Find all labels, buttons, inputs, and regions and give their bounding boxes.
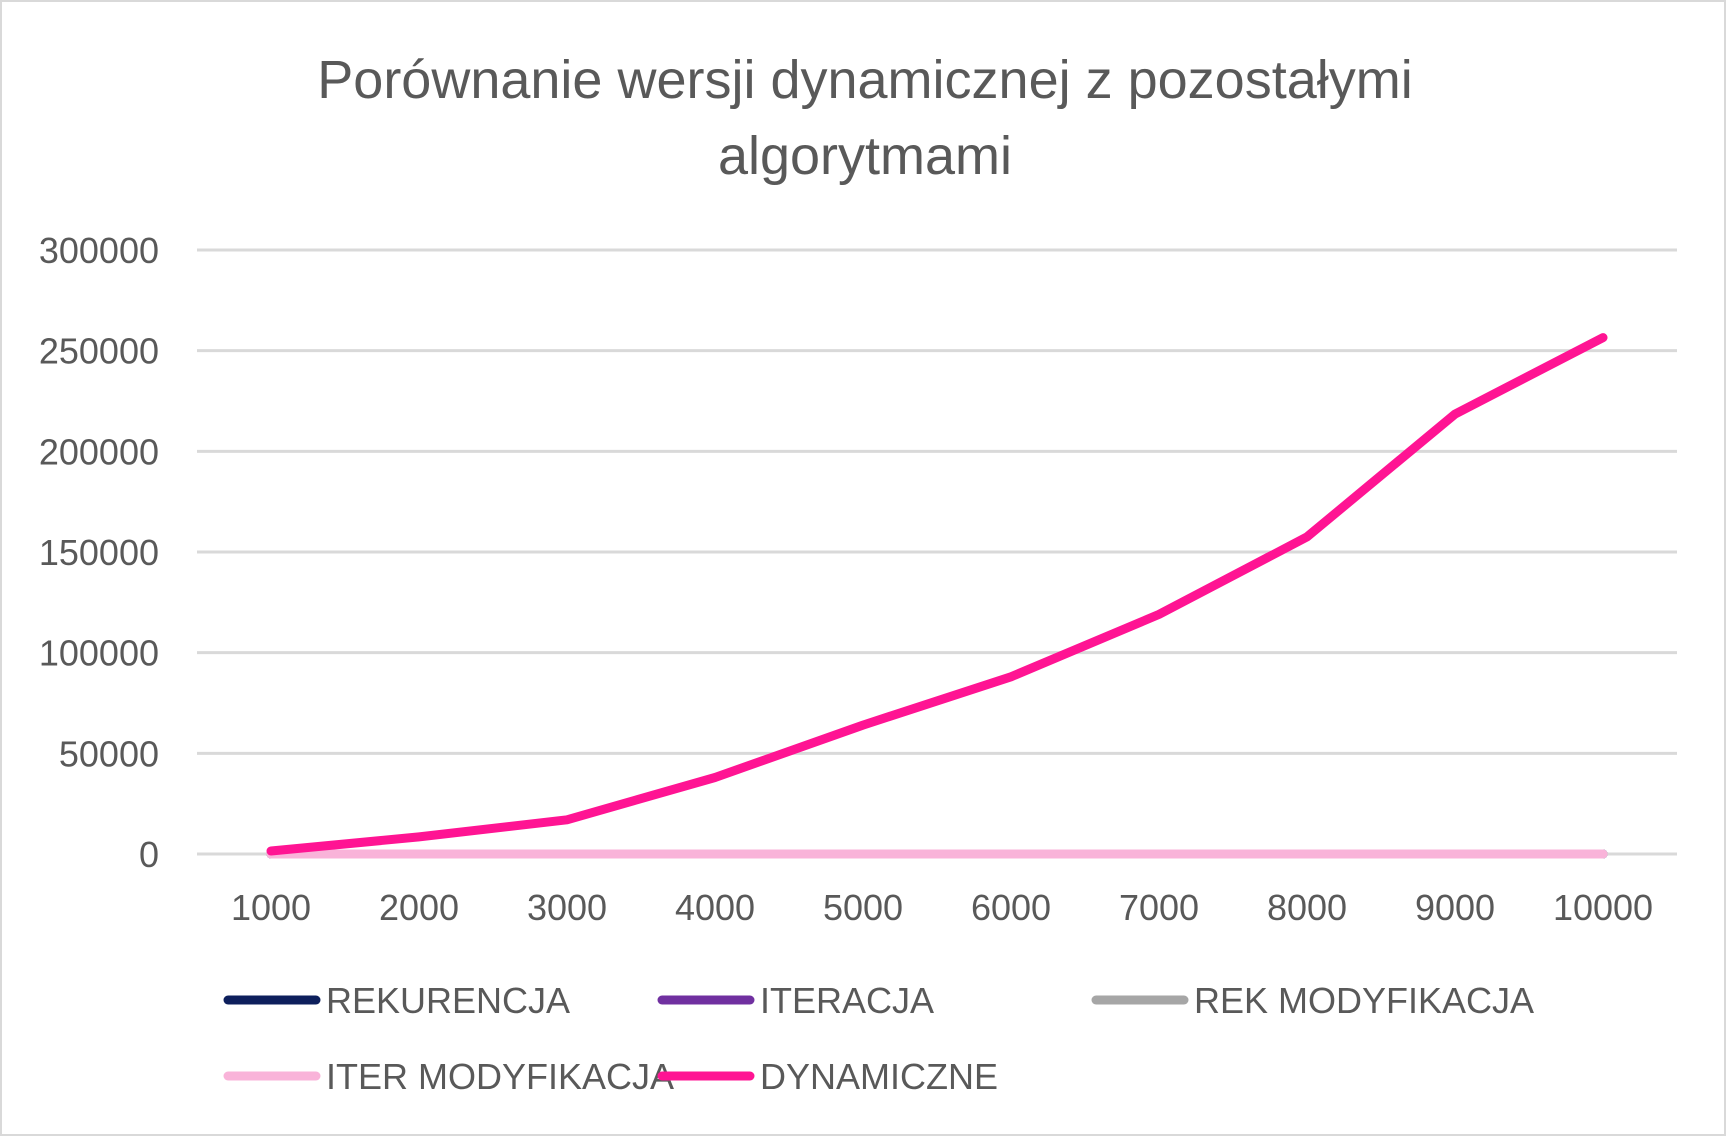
x-tick-label: 10000 bbox=[1553, 887, 1653, 928]
y-tick-label: 250000 bbox=[39, 331, 159, 372]
x-tick-label: 7000 bbox=[1119, 887, 1199, 928]
chart-title-line-1: Porównanie wersji dynamicznej z pozostał… bbox=[317, 50, 1412, 110]
gridlines bbox=[197, 248, 1677, 856]
chart-title-line-2: algorytmami bbox=[718, 126, 1012, 186]
x-tick-label: 2000 bbox=[379, 887, 459, 928]
y-tick-label: 50000 bbox=[59, 733, 159, 774]
legend-label: REK MODYFIKACJA bbox=[1194, 980, 1534, 1021]
x-tick-label: 8000 bbox=[1267, 887, 1347, 928]
y-tick-label: 100000 bbox=[39, 633, 159, 674]
x-tick-label: 1000 bbox=[231, 887, 311, 928]
chart-title: Porównanie wersji dynamicznej z pozostał… bbox=[317, 50, 1412, 186]
legend-label: ITERACJA bbox=[760, 980, 934, 1021]
x-tick-label: 4000 bbox=[675, 887, 755, 928]
legend-item-dynamiczne: DYNAMICZNE bbox=[657, 1056, 998, 1097]
x-tick-label: 9000 bbox=[1415, 887, 1495, 928]
legend-label: DYNAMICZNE bbox=[760, 1056, 998, 1097]
series-line-dynamiczne bbox=[266, 333, 1608, 856]
legend-label: REKURENCJA bbox=[326, 980, 570, 1021]
legend-item-rek-modyfikacja: REK MODYFIKACJA bbox=[1091, 980, 1534, 1021]
legend: REKURENCJA ITERACJA REK MODYFIKACJA ITER MO… bbox=[223, 980, 1534, 1097]
legend-item-iter-modyfikacja: ITER MODYFIKACJA bbox=[223, 1056, 674, 1097]
x-tick-label: 5000 bbox=[823, 887, 903, 928]
y-axis-tick-labels: 0 50000 100000 150000 200000 250000 300000 bbox=[39, 230, 159, 875]
x-tick-label: 3000 bbox=[527, 887, 607, 928]
legend-item-rekurencja: REKURENCJA bbox=[223, 980, 570, 1021]
y-tick-label: 200000 bbox=[39, 431, 159, 472]
y-tick-label: 150000 bbox=[39, 532, 159, 573]
x-tick-label: 6000 bbox=[971, 887, 1051, 928]
y-tick-label: 0 bbox=[139, 834, 159, 875]
y-tick-label: 300000 bbox=[39, 230, 159, 271]
x-axis-tick-labels: 1000 2000 3000 4000 5000 6000 7000 8000 9000 1000… bbox=[231, 887, 1653, 928]
legend-item-iteracja: ITERACJA bbox=[657, 980, 934, 1021]
legend-label: ITER MODYFIKACJA bbox=[326, 1056, 674, 1097]
plot-series bbox=[266, 333, 1608, 859]
